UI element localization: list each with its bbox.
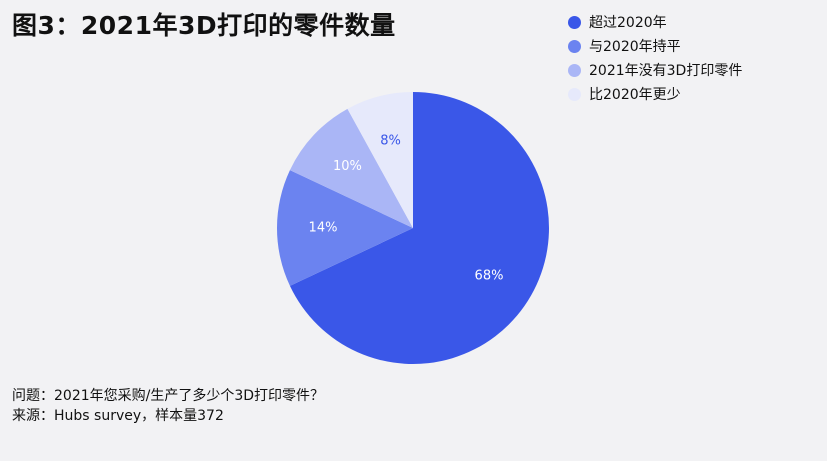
- legend-swatch: [568, 15, 581, 29]
- pie-slice-4: [347, 92, 413, 228]
- legend-item: 比2020年更少: [568, 82, 742, 106]
- slice-label-1: 68%: [475, 269, 504, 284]
- legend-item: 与2020年持平: [568, 34, 742, 58]
- chart-title: 图3：2021年3D打印的零件数量: [12, 11, 396, 40]
- legend-swatch: [568, 63, 581, 77]
- slice-label-4: 8%: [380, 133, 401, 148]
- legend-swatch: [568, 39, 581, 53]
- chart-legend: 超过2020年 与2020年持平 2021年没有3D打印零件 比2020年更少: [568, 10, 742, 106]
- legend-label: 2021年没有3D打印零件: [589, 63, 743, 79]
- legend-label: 比2020年更少: [589, 87, 681, 103]
- legend-swatch: [568, 87, 581, 101]
- data-source: 来源：Hubs survey，样本量372: [12, 408, 224, 424]
- legend-item: 超过2020年: [568, 10, 742, 34]
- pie-slice-1: [289, 92, 549, 364]
- legend-item: 2021年没有3D打印零件: [568, 58, 742, 82]
- legend-label: 与2020年持平: [589, 39, 681, 55]
- slice-label-2: 14%: [309, 221, 338, 236]
- pie-slice-3: [289, 108, 413, 228]
- slice-label-3: 10%: [333, 159, 362, 174]
- survey-question: 问题：2021年您采购/生产了多少个3D打印零件？: [12, 388, 325, 404]
- pie-slice-2: [276, 170, 413, 286]
- legend-label: 超过2020年: [589, 15, 667, 31]
- footnote: 问题：2021年您采购/生产了多少个3D打印零件？ 来源：Hubs survey…: [12, 386, 324, 426]
